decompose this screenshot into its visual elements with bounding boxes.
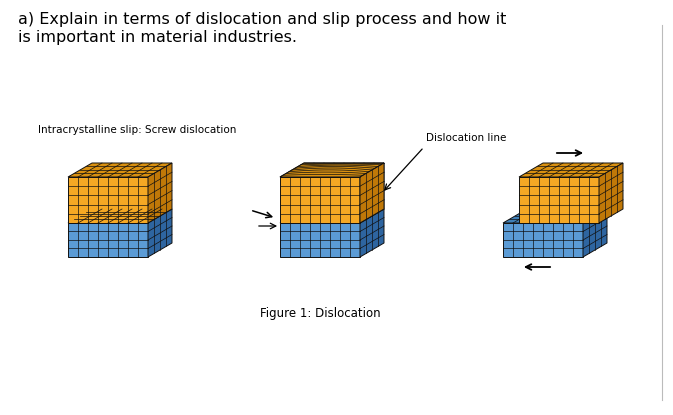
Text: Figure 1: Dislocation: Figure 1: Dislocation	[260, 307, 380, 320]
Polygon shape	[360, 163, 384, 223]
Polygon shape	[148, 163, 172, 223]
Polygon shape	[599, 163, 623, 223]
Polygon shape	[68, 163, 172, 177]
Polygon shape	[280, 209, 384, 223]
Polygon shape	[280, 223, 360, 257]
Polygon shape	[68, 209, 172, 223]
Polygon shape	[148, 209, 172, 257]
Text: is important in material industries.: is important in material industries.	[18, 30, 297, 45]
Polygon shape	[583, 209, 607, 257]
Polygon shape	[360, 209, 384, 257]
Text: Intracrystalline slip: Screw dislocation: Intracrystalline slip: Screw dislocation	[38, 125, 236, 135]
Text: a) Explain in terms of dislocation and slip process and how it: a) Explain in terms of dislocation and s…	[18, 12, 506, 27]
Polygon shape	[280, 177, 360, 223]
Polygon shape	[503, 223, 583, 257]
Polygon shape	[68, 177, 148, 223]
Polygon shape	[503, 209, 607, 223]
Text: Dislocation line: Dislocation line	[426, 133, 506, 143]
Polygon shape	[280, 163, 384, 177]
Polygon shape	[519, 163, 623, 177]
Polygon shape	[519, 177, 599, 223]
Polygon shape	[68, 223, 148, 257]
Polygon shape	[280, 163, 384, 177]
Polygon shape	[360, 163, 384, 223]
